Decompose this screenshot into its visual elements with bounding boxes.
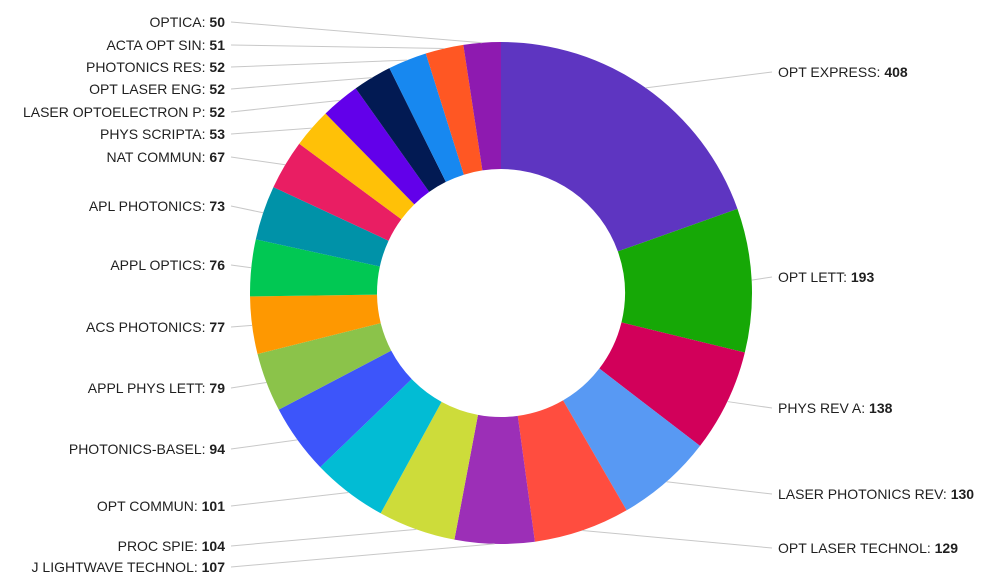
label-opt-lett: OPT LETT: 193: [778, 269, 874, 285]
donut-slices: [250, 42, 752, 544]
leader-line-phys-rev-a: [727, 401, 773, 409]
slice-laser-optoelectron-p: [325, 88, 430, 205]
label-laser-optoelectron-p: LASER OPTOELECTRON P: 52: [23, 104, 225, 120]
slice-opt-laser-eng: [355, 68, 446, 192]
slice-opt-express: [501, 42, 738, 252]
label-appl-optics: APPL OPTICS: 76: [110, 257, 225, 273]
leader-lines: [230, 21, 773, 568]
label-appl-phys-lett: APPL PHYS LETT: 79: [88, 380, 225, 396]
leader-line-optica: [230, 21, 483, 44]
leader-line-photonics-basel: [230, 439, 298, 450]
leader-line-proc-spie: [230, 528, 417, 547]
slice-laser-photonics-rev: [563, 368, 701, 511]
label-optica: OPTICA: 50: [150, 14, 226, 30]
slice-apl-photonics: [255, 187, 389, 267]
leader-line-opt-lett: [751, 276, 773, 281]
label-opt-laser-eng: OPT LASER ENG: 52: [89, 81, 225, 97]
label-laser-photonics-rev: LASER PHOTONICS REV: 130: [778, 486, 974, 502]
label-photonics-res: PHOTONICS RES: 52: [86, 59, 225, 75]
slice-proc-spie: [380, 401, 478, 540]
label-opt-express: OPT EXPRESS: 408: [778, 64, 908, 80]
slice-photonics-res: [389, 53, 464, 182]
leader-line-opt-laser-technol: [582, 529, 773, 549]
label-phys-scripta: PHYS SCRIPTA: 53: [100, 126, 225, 142]
leader-line-opt-express: [645, 71, 773, 89]
label-apl-photonics: APL PHOTONICS: 73: [89, 198, 225, 214]
leader-line-laser-optoelectron-p: [230, 99, 341, 113]
slice-opt-commun: [320, 379, 442, 514]
leader-line-apl-photonics: [230, 205, 264, 214]
slice-acta-opt-sin: [425, 44, 483, 175]
leader-line-nat-commun: [230, 156, 286, 166]
label-nat-commun: NAT COMMUN: 67: [107, 149, 226, 165]
slice-opt-lett: [617, 208, 752, 353]
slice-nat-commun: [273, 143, 402, 241]
leader-line-opt-commun: [230, 491, 349, 507]
label-j-lightwave-technol: J LIGHTWAVE TECHNOL: 107: [32, 559, 226, 575]
label-phys-rev-a: PHYS REV A: 138: [778, 400, 893, 416]
leader-line-photonics-res: [230, 59, 408, 68]
leader-line-acta-opt-sin: [230, 44, 445, 49]
label-opt-commun: OPT COMMUN: 101: [97, 498, 225, 514]
slice-labels: OPT EXPRESS: 408 OPT LETT: 193 PHYS REV A:…: [23, 14, 974, 575]
leader-line-j-lightwave-technol: [230, 543, 495, 568]
slice-appl-phys-lett: [257, 323, 392, 410]
slice-optica: [463, 42, 501, 171]
leader-line-appl-optics: [230, 264, 252, 269]
label-acta-opt-sin: ACTA OPT SIN: 51: [106, 37, 225, 53]
slice-opt-laser-technol: [517, 400, 627, 542]
slice-appl-optics: [250, 239, 380, 297]
leader-line-appl-phys-lett: [230, 381, 267, 389]
leader-line-acs-photonics: [230, 324, 253, 328]
slice-j-lightwave-technol: [454, 414, 535, 544]
leader-line-opt-laser-eng: [230, 77, 373, 90]
slice-acs-photonics: [250, 294, 381, 354]
slice-phys-scripta: [299, 113, 415, 220]
leader-line-laser-photonics-rev: [666, 481, 773, 495]
slice-phys-rev-a: [599, 322, 745, 446]
label-proc-spie: PROC SPIE: 104: [118, 538, 226, 554]
label-opt-laser-technol: OPT LASER TECHNOL: 129: [778, 540, 958, 556]
label-acs-photonics: ACS PHOTONICS: 77: [86, 319, 225, 335]
label-photonics-basel: PHOTONICS-BASEL: 94: [69, 441, 225, 457]
slice-photonics-basel: [278, 350, 412, 468]
leader-line-phys-scripta: [230, 127, 312, 135]
